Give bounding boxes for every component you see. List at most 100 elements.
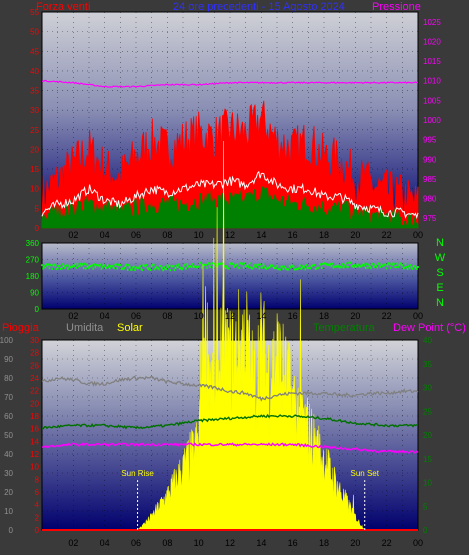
direction-point <box>373 266 375 269</box>
x-tick-label: 20 <box>350 311 360 321</box>
direction-point <box>387 262 390 265</box>
direction-point <box>250 266 252 269</box>
direction-point <box>368 263 370 266</box>
x-tick-label: 10 <box>194 311 204 321</box>
direction-point <box>100 267 103 270</box>
direction-point <box>155 266 157 269</box>
direction-tick-label: 0 <box>35 305 40 314</box>
direction-point <box>394 266 396 269</box>
direction-point <box>88 266 90 269</box>
direction-point <box>167 266 170 269</box>
direction-point <box>360 265 363 268</box>
direction-point <box>246 264 249 267</box>
direction-point <box>84 262 86 265</box>
direction-point <box>226 265 228 268</box>
direction-point <box>255 265 257 268</box>
direction-point <box>238 267 241 270</box>
direction-point <box>308 266 311 269</box>
direction-point <box>301 266 303 269</box>
direction-point <box>103 264 106 267</box>
direction-point <box>309 267 312 270</box>
humidity-series <box>41 375 419 402</box>
direction-point <box>321 267 323 270</box>
direction-point <box>69 266 71 269</box>
rain-axis-label: Pioggia <box>2 322 40 334</box>
direction-point <box>65 264 67 267</box>
humidity-tick-label: 90 <box>4 355 13 364</box>
direction-point <box>316 267 319 270</box>
direction-point <box>116 267 118 270</box>
solar-axis-label: Solar <box>117 322 143 334</box>
direction-point <box>299 264 301 267</box>
temperature-tick-label: 15 <box>423 455 432 464</box>
direction-point <box>239 262 242 265</box>
direction-point <box>230 263 232 266</box>
direction-point <box>383 263 386 266</box>
direction-point <box>138 266 140 269</box>
x-tick-label: 14 <box>256 538 266 548</box>
rain-tick-label: 26 <box>30 361 39 370</box>
direction-point <box>298 266 300 269</box>
direction-point <box>205 263 207 266</box>
direction-point <box>63 265 65 268</box>
direction-point <box>49 264 52 267</box>
direction-point <box>50 263 53 266</box>
direction-point <box>175 264 178 267</box>
direction-point <box>169 269 172 272</box>
direction-point <box>61 267 63 270</box>
direction-point <box>269 264 272 267</box>
direction-point <box>231 262 233 265</box>
direction-point <box>317 266 320 269</box>
direction-point <box>380 263 383 266</box>
direction-point <box>289 266 292 269</box>
direction-point <box>397 266 399 269</box>
direction-point <box>146 266 149 269</box>
direction-point <box>132 266 134 269</box>
direction-point <box>189 265 192 268</box>
direction-point <box>42 267 44 270</box>
x-tick-label: 04 <box>100 230 110 240</box>
direction-point <box>331 262 334 265</box>
wind-tick-label: 40 <box>30 67 39 76</box>
direction-point <box>378 262 381 265</box>
direction-point <box>193 265 196 268</box>
direction-point <box>401 264 404 267</box>
x-tick-label: 22 <box>382 538 392 548</box>
direction-point <box>161 267 163 270</box>
direction-point <box>364 266 367 269</box>
pressure-tick-label: 1015 <box>423 57 441 66</box>
direction-point <box>68 264 70 267</box>
direction-point <box>204 263 206 266</box>
direction-point <box>392 263 394 266</box>
direction-point <box>219 262 222 265</box>
humidity-tick-label: 70 <box>4 393 13 402</box>
direction-point <box>329 262 332 265</box>
direction-point <box>112 265 114 268</box>
direction-point <box>417 265 419 268</box>
direction-point <box>209 265 211 268</box>
wind-tick-label: 10 <box>30 185 39 194</box>
direction-point <box>212 266 215 269</box>
rain-tick-label: 6 <box>35 488 40 497</box>
direction-point <box>292 265 295 268</box>
direction-point <box>186 263 188 266</box>
direction-point <box>245 265 248 268</box>
temperature-tick-label: 25 <box>423 407 432 416</box>
direction-point <box>229 262 231 265</box>
direction-point <box>252 267 254 270</box>
direction-point <box>357 264 360 267</box>
x-tick-label: 02 <box>68 311 78 321</box>
direction-point <box>416 267 418 270</box>
rain-tick-label: 14 <box>30 437 39 446</box>
direction-point <box>355 265 358 268</box>
direction-point <box>198 261 201 264</box>
direction-point <box>44 266 46 269</box>
direction-point <box>225 266 227 269</box>
direction-point <box>282 267 285 270</box>
direction-point <box>314 267 317 270</box>
direction-point <box>273 266 275 269</box>
direction-point <box>302 265 304 268</box>
direction-point <box>372 263 374 266</box>
humidity-tick-label: 0 <box>9 526 14 535</box>
